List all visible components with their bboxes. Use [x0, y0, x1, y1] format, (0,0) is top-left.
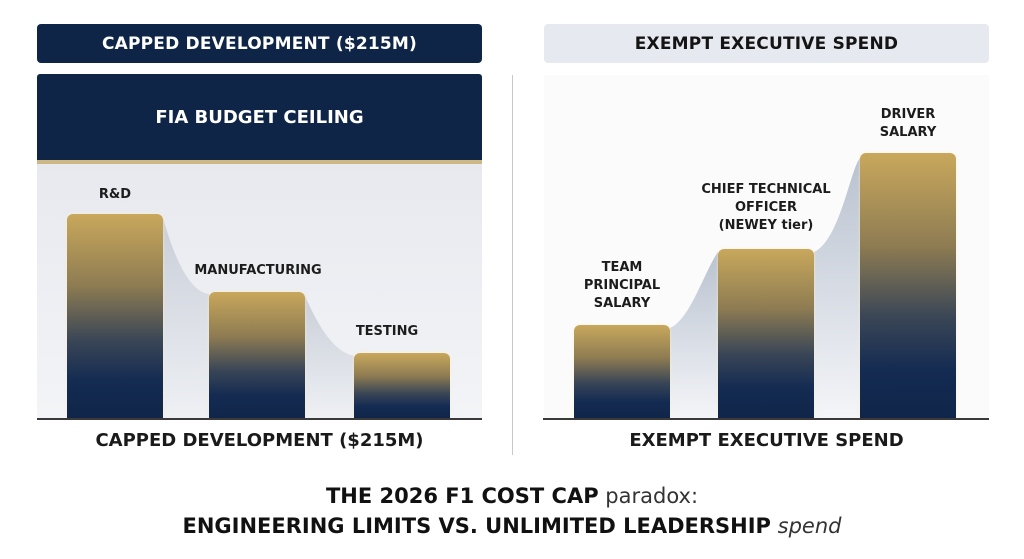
- right-panel-header: EXEMPT EXECUTIVE SPEND: [544, 24, 989, 63]
- caption-line-2-bold: ENGINEERING LIMITS VS. UNLIMITED LEADERS…: [182, 514, 771, 538]
- bar-manufacturing: [209, 292, 305, 418]
- bar-label-testing: TESTING: [355, 324, 419, 339]
- label-line: SALARY: [593, 296, 651, 311]
- left-baseline: [37, 418, 482, 420]
- bar-label-driver-salary: DRIVER SALARY: [818, 106, 998, 142]
- caption-line-1: THE 2026 F1 COST CAP paradox:: [0, 484, 1024, 508]
- fia-budget-ceiling-banner: FIA BUDGET CEILING: [37, 74, 482, 160]
- caption-line-2: ENGINEERING LIMITS VS. UNLIMITED LEADERS…: [0, 514, 1024, 538]
- right-axis-title: EXEMPT EXECUTIVE SPEND: [629, 430, 904, 451]
- label-line: (NEWEY tier): [718, 218, 814, 233]
- bar-rnd: [67, 214, 163, 418]
- bar-team-principal: [574, 325, 670, 418]
- bar-label-team-principal: TEAM PRINCIPAL SALARY: [532, 259, 712, 313]
- label-line: SALARY: [879, 125, 937, 140]
- label-line: OFFICER: [734, 200, 798, 215]
- caption-line-1-bold: THE 2026 F1 COST CAP: [325, 484, 599, 508]
- right-baseline: [543, 418, 989, 420]
- label-line: TEAM: [601, 260, 643, 275]
- bar-label-chief-technical-officer: CHIEF TECHNICAL OFFICER (NEWEY tier): [676, 181, 856, 235]
- label-line: CHIEF TECHNICAL: [701, 182, 831, 197]
- left-axis-title: CAPPED DEVELOPMENT ($215M): [95, 430, 424, 451]
- ceiling-label: FIA BUDGET CEILING: [155, 106, 364, 128]
- panel-divider: [512, 75, 513, 455]
- left-panel-header: CAPPED DEVELOPMENT ($215M): [37, 24, 482, 63]
- bar-chief-technical-officer: [718, 249, 814, 418]
- label-line: DRIVER: [880, 107, 936, 122]
- caption-line-2-italic: spend: [777, 514, 842, 538]
- bar-driver-salary: [860, 153, 956, 418]
- ceiling-gold-line: [37, 160, 482, 164]
- caption-line-1-light: paradox:: [605, 484, 699, 508]
- bar-label-manufacturing: MANUFACTURING: [194, 263, 322, 278]
- bar-label-rnd: R&D: [98, 187, 132, 202]
- label-line: PRINCIPAL: [583, 278, 661, 293]
- bar-testing: [354, 353, 450, 418]
